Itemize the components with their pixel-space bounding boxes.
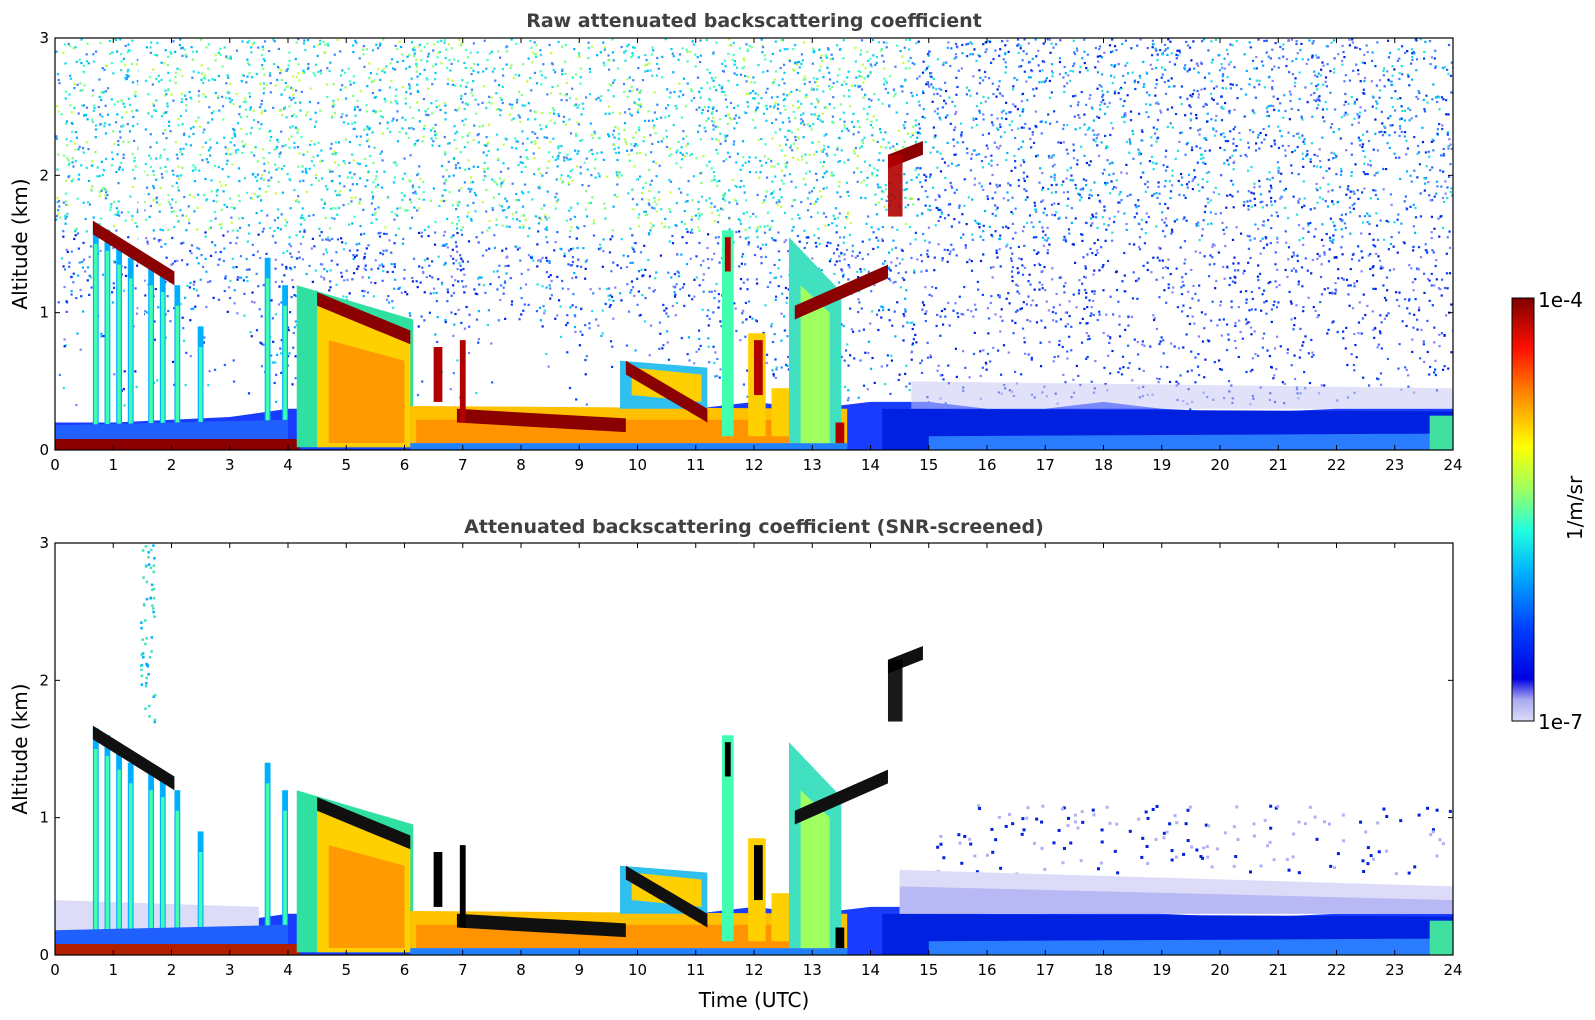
x-tick-label: 7 — [458, 961, 468, 979]
colorbar-gradient — [1511, 297, 1535, 722]
x-tick-label: 13 — [803, 456, 822, 474]
x-tick-label: 16 — [977, 961, 996, 979]
x-tick-label: 22 — [1327, 456, 1346, 474]
x-tick-label: 9 — [574, 961, 584, 979]
x-tick-label: 0 — [50, 961, 60, 979]
panel-raw: Raw attenuated backscattering coefficien… — [8, 10, 1463, 474]
panel-snr: Attenuated backscattering coefficient (S… — [8, 516, 1463, 1012]
x-tick-label: 13 — [803, 961, 822, 979]
x-tick-label: 19 — [1152, 456, 1171, 474]
x-tick-label: 14 — [861, 456, 880, 474]
x-tick-label: 3 — [225, 456, 235, 474]
x-tick-label: 5 — [341, 961, 351, 979]
x-tick-label: 4 — [283, 456, 293, 474]
backscatter-features-snr — [55, 646, 1453, 955]
y-axis-raw: 0 1 2 3 — [39, 29, 1453, 459]
colorbar-unit-label: 1/m/sr — [1563, 475, 1587, 540]
x-tick-label: 8 — [516, 961, 526, 979]
x-tick-label: 23 — [1385, 961, 1404, 979]
x-tick-label: 7 — [458, 456, 468, 474]
y-tick-label: 0 — [39, 946, 49, 964]
x-tick-label: 12 — [744, 456, 763, 474]
y-tick-label: 0 — [39, 441, 49, 459]
y-tick-label: 3 — [39, 29, 49, 47]
x-tick-label: 21 — [1269, 456, 1288, 474]
x-tick-label: 1 — [108, 456, 118, 474]
y-tick-label: 1 — [39, 304, 49, 322]
x-tick-label: 6 — [400, 456, 410, 474]
x-tick-label: 2 — [167, 961, 177, 979]
x-tick-label: 20 — [1210, 961, 1229, 979]
x-axis-label: Time (UTC) — [698, 988, 810, 1012]
x-tick-label: 5 — [341, 456, 351, 474]
x-axis-snr: 0 1 2 3 4 5 6 7 8 9 10 11 12 13 14 15 16 17 18 19 20 21 22 23 24 — [50, 543, 1463, 979]
x-tick-label: 9 — [574, 456, 584, 474]
x-tick-label: 19 — [1152, 961, 1171, 979]
y-axis-label-snr: Altitude (km) — [8, 683, 32, 814]
x-tick-label: 0 — [50, 456, 60, 474]
x-tick-label: 6 — [400, 961, 410, 979]
y-tick-label: 2 — [39, 671, 49, 689]
x-tick-label: 2 — [167, 456, 177, 474]
x-tick-label: 15 — [919, 456, 938, 474]
x-tick-label: 12 — [744, 961, 763, 979]
backscatter-features-raw — [55, 141, 1453, 450]
y-tick-label: 2 — [39, 166, 49, 184]
x-tick-label: 24 — [1443, 456, 1462, 474]
y-axis-snr: 0 1 2 3 — [39, 534, 1453, 964]
panel-title-snr: Attenuated backscattering coefficient (S… — [464, 516, 1044, 538]
x-tick-label: 14 — [861, 961, 880, 979]
x-tick-label: 8 — [516, 456, 526, 474]
x-tick-label: 4 — [283, 961, 293, 979]
x-tick-label: 17 — [1036, 961, 1055, 979]
y-axis-label-raw: Altitude (km) — [8, 178, 32, 309]
noise-field-snr — [139, 544, 1452, 876]
x-tick-label: 15 — [919, 961, 938, 979]
x-tick-label: 22 — [1327, 961, 1346, 979]
x-tick-label: 10 — [628, 456, 647, 474]
x-tick-label: 16 — [977, 456, 996, 474]
x-tick-label: 21 — [1269, 961, 1288, 979]
x-tick-label: 24 — [1443, 961, 1462, 979]
x-tick-label: 18 — [1094, 456, 1113, 474]
x-tick-label: 11 — [686, 961, 705, 979]
x-tick-label: 17 — [1036, 456, 1055, 474]
x-axis-raw: 0 1 2 3 4 5 6 7 8 9 10 11 12 13 14 15 16 17 18 19 20 21 22 23 24 — [50, 38, 1463, 474]
panel-title-raw: Raw attenuated backscattering coefficien… — [526, 10, 982, 32]
x-tick-label: 10 — [628, 961, 647, 979]
x-tick-label: 18 — [1094, 961, 1113, 979]
y-tick-label: 3 — [39, 534, 49, 552]
y-tick-label: 1 — [39, 809, 49, 827]
colorbar-max-label: 1e-4 — [1538, 288, 1583, 312]
x-tick-label: 11 — [686, 456, 705, 474]
x-tick-label: 3 — [225, 961, 235, 979]
x-tick-label: 1 — [108, 961, 118, 979]
colorbar: 1e-4 1e-7 1/m/sr — [1511, 288, 1587, 734]
x-tick-label: 20 — [1210, 456, 1229, 474]
x-tick-label: 23 — [1385, 456, 1404, 474]
colorbar-min-label: 1e-7 — [1538, 710, 1583, 734]
